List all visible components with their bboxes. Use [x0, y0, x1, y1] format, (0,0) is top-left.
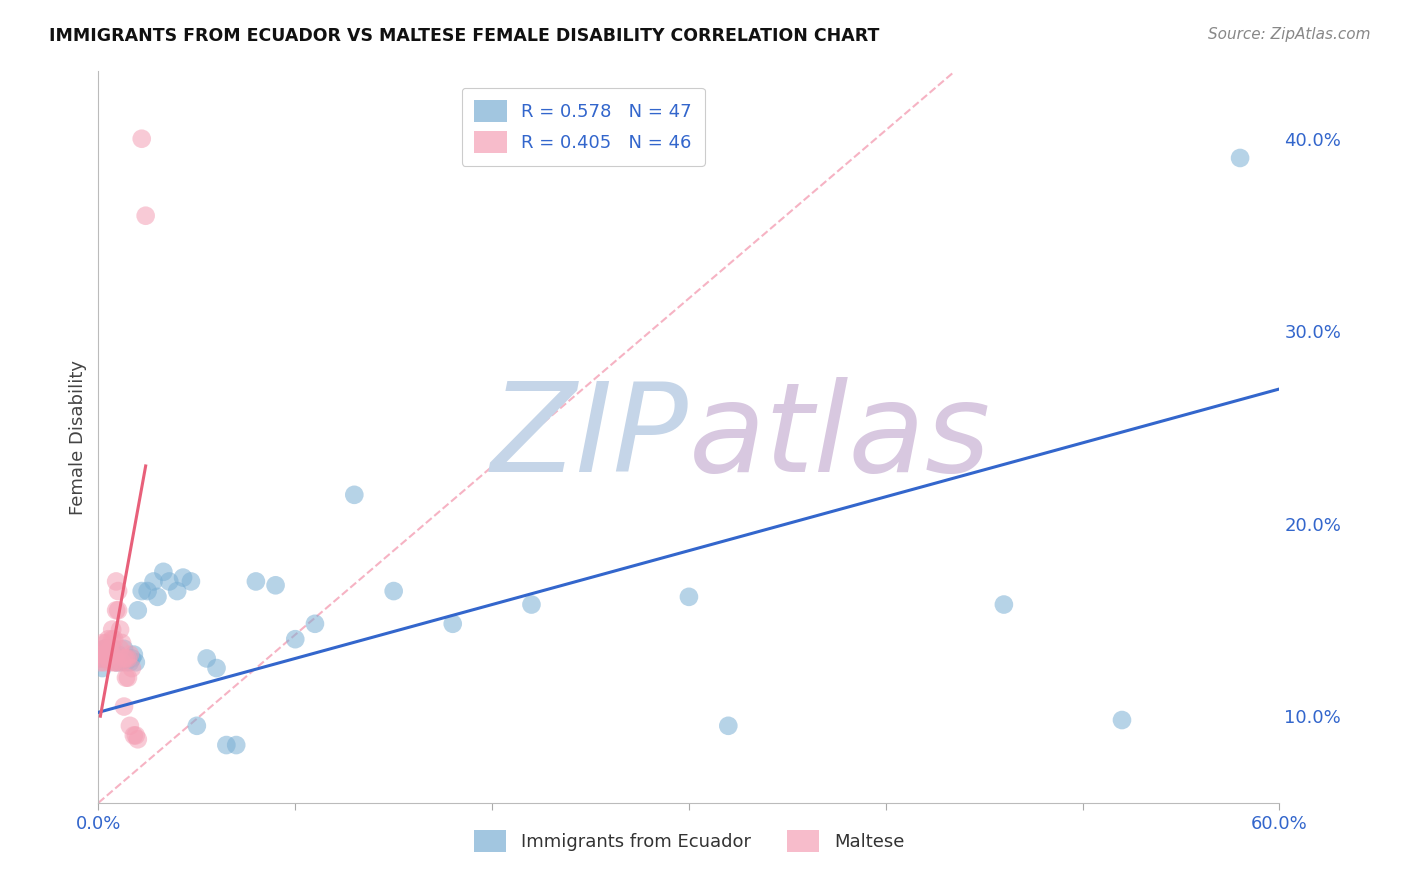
- Point: [121, 651, 143, 665]
- Point: [118, 648, 141, 662]
- Point: [284, 632, 307, 647]
- Point: [108, 623, 131, 637]
- Point: [157, 574, 180, 589]
- Point: [91, 661, 114, 675]
- Point: [127, 603, 149, 617]
- Point: [97, 641, 120, 656]
- Point: [111, 655, 134, 669]
- Point: [111, 636, 134, 650]
- Point: [96, 636, 118, 650]
- Point: [101, 632, 124, 647]
- Text: IMMIGRANTS FROM ECUADOR VS MALTESE FEMALE DISABILITY CORRELATION CHART: IMMIGRANTS FROM ECUADOR VS MALTESE FEMAL…: [49, 27, 880, 45]
- Text: Source: ZipAtlas.com: Source: ZipAtlas.com: [1208, 27, 1371, 42]
- Point: [93, 655, 115, 669]
- Point: [97, 632, 120, 647]
- Point: [152, 565, 174, 579]
- Point: [125, 728, 148, 742]
- Point: [93, 651, 115, 665]
- Point: [111, 651, 134, 665]
- Point: [304, 616, 326, 631]
- Point: [343, 488, 366, 502]
- Point: [112, 651, 135, 665]
- Point: [97, 641, 120, 656]
- Point: [98, 648, 121, 662]
- Point: [195, 651, 218, 665]
- Point: [108, 655, 131, 669]
- Point: [117, 651, 139, 665]
- Point: [115, 671, 138, 685]
- Point: [98, 641, 121, 656]
- Point: [112, 641, 135, 656]
- Point: [115, 655, 138, 669]
- Point: [89, 655, 111, 669]
- Point: [98, 651, 121, 665]
- Point: [717, 719, 740, 733]
- Point: [225, 738, 247, 752]
- Point: [103, 632, 125, 647]
- Point: [118, 719, 141, 733]
- Point: [135, 209, 157, 223]
- Point: [107, 584, 129, 599]
- Point: [117, 651, 139, 665]
- Point: [103, 655, 125, 669]
- Point: [264, 578, 287, 592]
- Point: [121, 661, 143, 675]
- Point: [108, 641, 131, 656]
- Point: [186, 719, 208, 733]
- Point: [142, 574, 165, 589]
- Y-axis label: Female Disability: Female Disability: [69, 359, 87, 515]
- Point: [89, 651, 111, 665]
- Point: [205, 661, 228, 675]
- Point: [215, 738, 238, 752]
- Point: [112, 699, 135, 714]
- Point: [93, 641, 115, 656]
- Point: [101, 648, 124, 662]
- Point: [117, 671, 139, 685]
- Point: [678, 590, 700, 604]
- Point: [107, 603, 129, 617]
- Point: [245, 574, 267, 589]
- Point: [97, 651, 120, 665]
- Legend: Immigrants from Ecuador, Maltese: Immigrants from Ecuador, Maltese: [467, 823, 911, 860]
- Point: [520, 598, 543, 612]
- Point: [101, 623, 124, 637]
- Point: [115, 651, 138, 665]
- Point: [89, 651, 111, 665]
- Point: [118, 655, 141, 669]
- Point: [93, 641, 115, 656]
- Point: [180, 574, 202, 589]
- Point: [146, 590, 169, 604]
- Point: [1229, 151, 1251, 165]
- Point: [107, 655, 129, 669]
- Text: ZIP: ZIP: [491, 376, 689, 498]
- Point: [103, 641, 125, 656]
- Point: [105, 655, 128, 669]
- Point: [103, 651, 125, 665]
- Point: [131, 584, 153, 599]
- Point: [131, 132, 153, 146]
- Point: [382, 584, 405, 599]
- Point: [91, 636, 114, 650]
- Point: [122, 648, 145, 662]
- Point: [1111, 713, 1133, 727]
- Point: [441, 616, 464, 631]
- Point: [136, 584, 159, 599]
- Point: [105, 574, 128, 589]
- Point: [98, 655, 121, 669]
- Point: [125, 655, 148, 669]
- Point: [172, 571, 194, 585]
- Text: atlas: atlas: [689, 376, 991, 498]
- Point: [101, 641, 124, 656]
- Point: [122, 728, 145, 742]
- Point: [96, 651, 118, 665]
- Point: [91, 648, 114, 662]
- Point: [993, 598, 1015, 612]
- Point: [105, 655, 128, 669]
- Point: [96, 641, 118, 656]
- Point: [96, 648, 118, 662]
- Point: [107, 648, 129, 662]
- Point: [127, 732, 149, 747]
- Point: [166, 584, 188, 599]
- Point: [105, 603, 128, 617]
